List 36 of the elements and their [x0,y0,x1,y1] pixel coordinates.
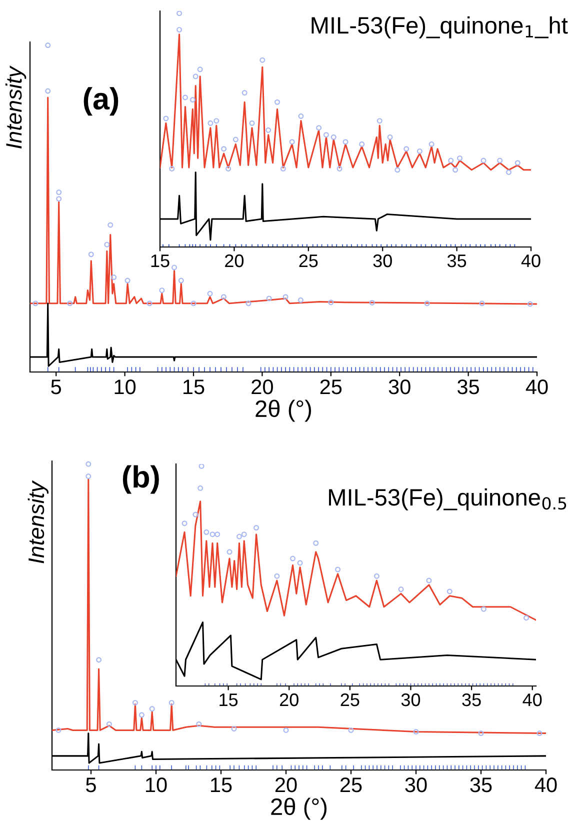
x-tick-label: 40 [534,777,557,792]
x-tick-label: 20 [280,693,298,706]
x-tick-label: 30 [401,693,420,706]
x-tick-label: 25 [340,777,362,792]
x-tick-label: 15 [184,380,204,394]
y-axis-title: Intensity [28,480,49,564]
x-axis-title: 2θ (°) [271,798,327,820]
annotation: MIL-53(Fe)_quinone$_{0.5}$ [329,488,566,510]
annotation: MIL-53(Fe)_quinone$_{1}$_ht [312,16,568,38]
x-tick-label: 10 [146,777,167,792]
x-tick-label: 35 [462,693,481,706]
annotation: (a) [84,87,118,116]
x-tick-label: 35 [458,379,480,394]
x-tick-label: 20 [225,254,244,268]
x-axis-title: 2θ (°) [256,400,312,422]
x-tick-label: 25 [299,254,318,268]
annotation: (b) [122,465,159,494]
x-tick-label: 5 [51,380,62,394]
x-tick-label: 30 [373,254,392,268]
x-tick-label: 15 [211,778,232,792]
x-tick-label: 25 [320,379,342,394]
x-tick-label: 35 [447,254,466,268]
x-tick-label: 40 [521,254,540,268]
x-tick-label: 15 [220,694,238,706]
x-tick-label: 25 [340,693,360,706]
x-tick-label: 5 [86,778,96,792]
x-tick-label: 40 [526,379,548,394]
x-tick-label: 30 [405,777,427,792]
x-tick-label: 40 [522,693,542,706]
x-tick-label: 35 [470,777,492,792]
x-tick-label: 10 [114,379,136,394]
y-axis-title: Intensity [5,66,26,148]
x-tick-label: 30 [388,379,410,394]
x-tick-label: 20 [275,777,297,792]
x-tick-label: 20 [252,379,273,394]
x-tick-label: 15 [151,254,170,268]
